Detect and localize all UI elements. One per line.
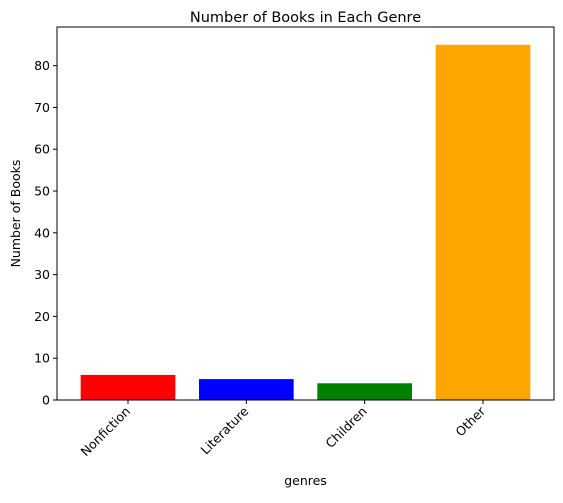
plot-frame: [56, 26, 555, 401]
x-tick-label: Children: [322, 404, 369, 451]
bar-other: [435, 44, 531, 401]
y-tick-label: 10: [34, 351, 50, 366]
bar-literature: [199, 379, 294, 400]
chart-title: Number of Books in Each Genre: [190, 10, 421, 26]
y-tick-label: 80: [34, 58, 50, 73]
y-tick-label: 70: [34, 100, 50, 115]
y-tick-label: 20: [34, 309, 50, 324]
y-tick-label: 0: [42, 393, 50, 408]
x-tick-label: Nonfiction: [78, 404, 134, 460]
y-tick-label: 50: [34, 184, 50, 199]
x-axis-label: genres: [284, 473, 327, 488]
bar-children: [317, 383, 412, 400]
y-tick-label: 30: [34, 267, 50, 282]
y-axis: 0 10 20 30 40 50 60 70 80: [34, 58, 57, 408]
x-tick-label: Other: [452, 403, 488, 439]
y-tick-label: 60: [34, 142, 50, 157]
bar-nonfiction: [80, 374, 176, 400]
y-axis-label: Number of Books: [8, 160, 23, 268]
x-tick-label: Literature: [198, 403, 252, 457]
bars-layer: [80, 44, 531, 401]
y-tick-label: 40: [34, 225, 50, 240]
x-axis: Nonfiction Literature Children Other: [78, 400, 489, 459]
